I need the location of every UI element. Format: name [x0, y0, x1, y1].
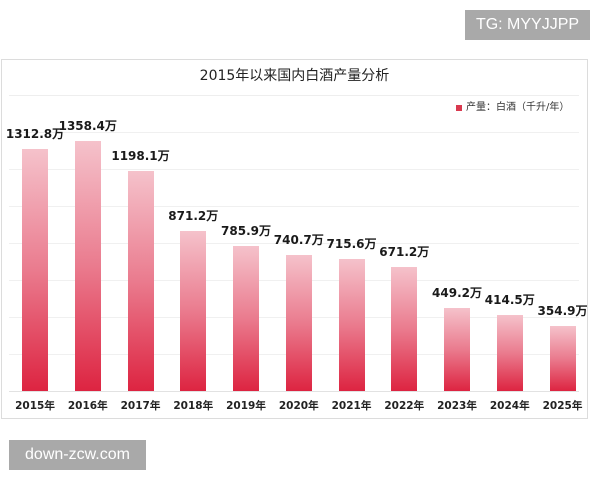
- gridline: [9, 169, 579, 170]
- x-tick-label: 2016年: [67, 400, 108, 412]
- bar[interactable]: [180, 231, 207, 391]
- data-label: 1198.1万: [111, 149, 170, 163]
- x-tick-label: 2018年: [173, 400, 214, 412]
- x-axis-line: [9, 391, 579, 392]
- data-label: 740.7万: [273, 233, 324, 247]
- gridline: [9, 243, 579, 244]
- x-tick-label: 2020年: [278, 400, 319, 412]
- bar[interactable]: [285, 255, 312, 391]
- data-label: 871.2万: [168, 209, 219, 223]
- data-label: 414.5万: [484, 293, 535, 307]
- bar[interactable]: [127, 171, 154, 391]
- x-tick-label: 2024年: [489, 400, 530, 412]
- watermark-top: TG: MYYJJPP: [465, 10, 590, 40]
- bar[interactable]: [74, 141, 101, 391]
- bar[interactable]: [233, 246, 259, 391]
- bar[interactable]: [444, 308, 470, 391]
- data-label: 671.2万: [379, 245, 430, 259]
- x-tick-label: 2025年: [542, 400, 583, 412]
- data-label: 785.9万: [221, 224, 271, 238]
- data-label: 1358.4万: [58, 119, 117, 133]
- x-tick-label: 2023年: [437, 400, 477, 412]
- legend-swatch-icon: [456, 105, 462, 111]
- data-label: 715.6万: [326, 237, 377, 251]
- data-label: 1312.8万: [5, 127, 65, 141]
- chart-card: 2015年以来国内白酒产量分析 产量：白酒（千升/年） 1312.8万 2015年…: [1, 59, 588, 419]
- gridline: [9, 132, 579, 133]
- bar[interactable]: [338, 259, 365, 391]
- title-divider: [9, 95, 579, 96]
- bar[interactable]: [391, 267, 418, 391]
- x-tick-label: 2015年: [15, 400, 55, 412]
- x-tick-label: 2022年: [384, 400, 425, 412]
- legend[interactable]: 产量：白酒（千升/年）: [456, 101, 569, 115]
- data-label: 354.9万: [537, 304, 588, 318]
- chart-title: 2015年以来国内白酒产量分析: [199, 68, 390, 84]
- data-label: 449.2万: [432, 286, 482, 300]
- x-tick-label: 2019年: [226, 400, 266, 412]
- bar[interactable]: [496, 315, 523, 391]
- bar[interactable]: [549, 326, 576, 391]
- watermark-bottom: down-zcw.com: [9, 440, 146, 470]
- x-tick-label: 2021年: [331, 400, 372, 412]
- gridline: [9, 206, 579, 207]
- legend-label: 产量：白酒（千升/年）: [466, 102, 570, 113]
- bar[interactable]: [22, 149, 48, 391]
- x-tick-label: 2017年: [120, 400, 161, 412]
